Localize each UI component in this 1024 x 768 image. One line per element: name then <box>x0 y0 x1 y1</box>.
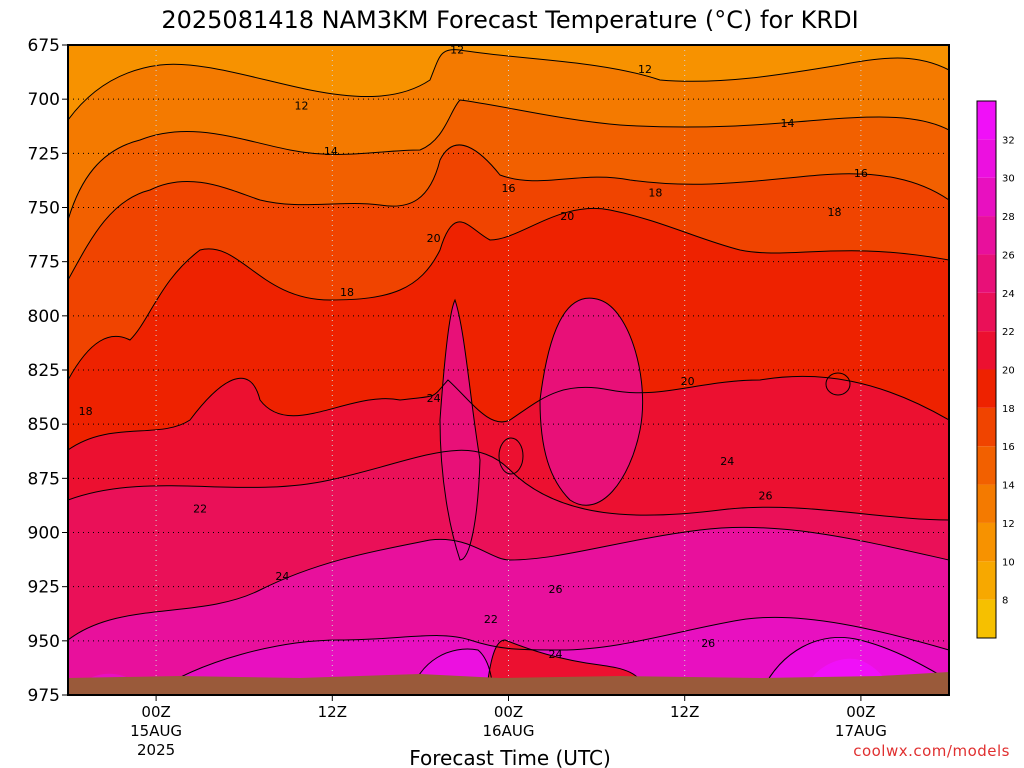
band-10-12 <box>68 45 949 120</box>
colorbar-label: 26 <box>1002 250 1015 261</box>
colorbar-label: 22 <box>1002 327 1015 338</box>
contour-label: 22 <box>484 613 498 626</box>
y-tick-label: 750 <box>28 199 60 219</box>
contour-label: 24 <box>548 648 562 661</box>
colorbar-label: 18 <box>1002 404 1015 415</box>
y-axis: 675 700 725 750 775 800 825 850 875 900 925 950 975 <box>28 36 68 706</box>
contour-label: 24 <box>720 455 734 468</box>
contour-label: 24 <box>427 392 441 405</box>
x-date-label: 16AUG <box>483 722 535 740</box>
colorbar-swatch <box>977 522 996 562</box>
contour-label: 18 <box>827 206 841 219</box>
y-tick-label: 975 <box>28 686 60 706</box>
colorbar-swatch <box>977 369 996 408</box>
band-12-14 <box>68 45 949 220</box>
contour-label: 14 <box>324 145 338 158</box>
colorbar-swatch <box>977 139 996 178</box>
contour-label: 14 <box>780 117 794 130</box>
warm-core-16aug <box>540 298 643 506</box>
colorbar-swatch <box>977 561 996 600</box>
contour-label: 26 <box>548 583 562 596</box>
colorbar: 8 10 12 14 16 18 20 22 24 26 28 30 32 <box>976 100 1015 639</box>
colorbar-label: 20 <box>1002 366 1015 377</box>
colorbar-swatch <box>977 484 996 523</box>
x-tick-label: 00Z <box>846 703 875 721</box>
y-tick-label: 900 <box>28 524 60 544</box>
colorbar-swatch <box>977 331 996 370</box>
colorbar-label: 28 <box>1002 212 1015 223</box>
contour-lines <box>68 49 949 695</box>
contour-label: 20 <box>560 210 574 223</box>
x-tick-label: 12Z <box>318 703 347 721</box>
contour-label: 16 <box>502 182 516 195</box>
chart-title: 2025081418 NAM3KM Forecast Temperature (… <box>161 6 858 34</box>
x-tick-label: 00Z <box>494 703 523 721</box>
y-tick-label: 825 <box>28 361 60 381</box>
contour-label: 18 <box>79 405 93 418</box>
contour-label: 24 <box>275 570 289 583</box>
terrain-ground <box>68 672 949 695</box>
contour-label: 26 <box>758 490 772 503</box>
colorbar-frame <box>976 100 997 639</box>
x-tick-label: 12Z <box>670 703 699 721</box>
contour-label: 16 <box>854 167 868 180</box>
contour-label: 26 <box>701 637 715 650</box>
warm-core-column <box>440 300 480 560</box>
colorbar-label: 8 <box>1002 596 1008 607</box>
colorbar-swatch <box>977 446 996 485</box>
credit-link[interactable]: coolwx.com/models <box>853 742 1010 760</box>
y-tick-label: 775 <box>28 253 60 273</box>
contour-labels: 12 12 12 14 14 16 16 18 18 20 20 18 20 18 24 24 22 26 24 26… <box>79 43 868 661</box>
colorbar-swatch <box>977 177 996 217</box>
colorbar-label: 14 <box>1002 481 1015 492</box>
y-tick-label: 800 <box>28 307 60 327</box>
colorbar-label: 12 <box>1002 519 1015 530</box>
y-tick-label: 950 <box>28 632 60 652</box>
contour-label: 20 <box>681 375 695 388</box>
y-tick-label: 850 <box>28 415 60 435</box>
x-date-label: 17AUG <box>835 722 887 740</box>
colorbar-label: 24 <box>1002 289 1015 300</box>
colorbar-swatch <box>977 101 996 140</box>
y-tick-label: 700 <box>28 90 60 110</box>
colorbar-label: 16 <box>1002 442 1015 453</box>
contour-label: 18 <box>340 286 354 299</box>
y-tick-label: 675 <box>28 36 60 56</box>
colorbar-swatch <box>977 407 996 447</box>
colorbar-label: 30 <box>1002 174 1015 185</box>
x-tick-label: 00Z <box>141 703 170 721</box>
colorbar-swatch <box>977 292 996 332</box>
x-axis-title: Forecast Time (UTC) <box>409 746 611 768</box>
x-year-label: 2025 <box>137 741 175 759</box>
contour-label: 12 <box>638 63 652 76</box>
contour-label: 12 <box>450 43 464 56</box>
y-tick-label: 875 <box>28 469 60 489</box>
contour-label: 22 <box>193 503 207 516</box>
plot-area: 12 12 12 14 14 16 16 18 18 20 20 18 20 18 24 24 22 26 24 26… <box>68 43 949 695</box>
colorbar-label: 32 <box>1002 135 1015 146</box>
colorbar-swatch <box>977 599 996 638</box>
x-date-label: 15AUG <box>130 722 182 740</box>
y-tick-label: 725 <box>28 144 60 164</box>
contour-label: 12 <box>294 100 308 113</box>
grid-lines <box>68 45 949 695</box>
contour-label: 18 <box>648 186 662 199</box>
colorbar-swatch <box>977 254 996 293</box>
colorbar-swatch <box>977 216 996 255</box>
y-tick-label: 925 <box>28 578 60 598</box>
contour-label: 20 <box>427 232 441 245</box>
colorbar-label: 10 <box>1002 557 1015 568</box>
